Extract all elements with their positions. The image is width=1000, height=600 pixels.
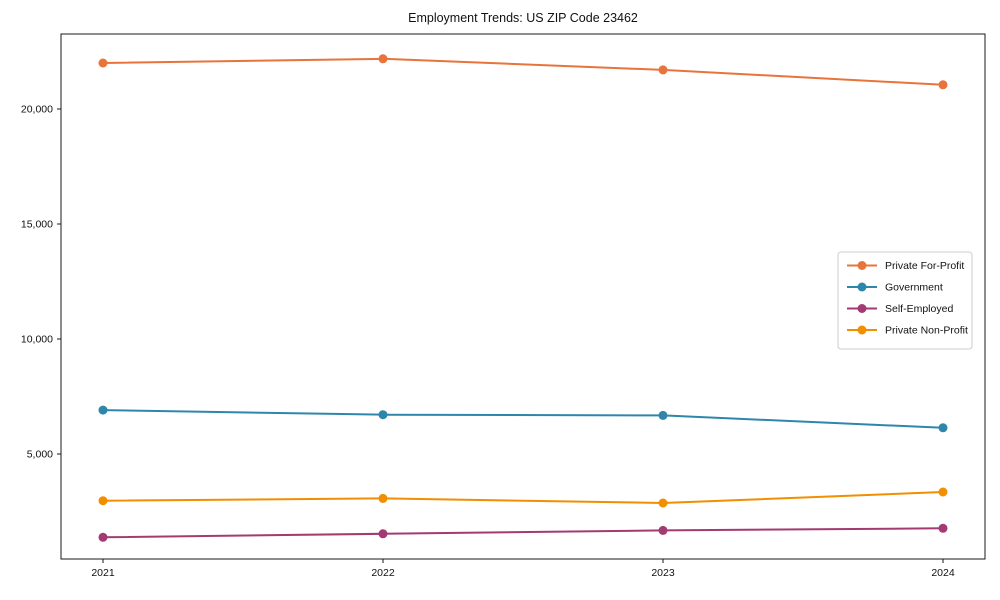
data-point-government [938, 423, 948, 433]
data-point-self-employed [98, 532, 108, 542]
data-point-private-non-profit [938, 487, 948, 497]
series-line-private-non-profit [102, 491, 944, 505]
data-point-private-non-profit [98, 496, 108, 506]
x-axis-tick-label: 2021 [91, 567, 115, 579]
x-axis-tick-label: 2023 [651, 567, 675, 579]
legend-label-self-employed: Self-Employed [885, 303, 953, 315]
legend-box [837, 251, 973, 350]
legend-marker-government [857, 282, 867, 292]
legend-label-government: Government [885, 282, 943, 294]
legend-label-private-non-profit: Private Non-Profit [885, 325, 968, 337]
series-line-government [102, 409, 944, 429]
y-axis-tick-label: 10,000 [21, 333, 53, 345]
y-axis-tick-label: 5,000 [27, 449, 53, 461]
legend-marker-private-non-profit [857, 325, 867, 335]
data-point-private-for-profit [378, 54, 388, 64]
data-point-self-employed [938, 523, 948, 533]
data-point-private-non-profit [378, 493, 388, 503]
series-line-self-employed [102, 527, 944, 539]
data-point-self-employed [378, 529, 388, 539]
chart-title: Employment Trends: US ZIP Code 23462 [408, 11, 638, 25]
x-axis-tick-label: 2024 [931, 567, 955, 579]
data-point-government [658, 410, 668, 420]
data-point-private-for-profit [98, 58, 108, 68]
plot-frame [60, 33, 986, 560]
data-point-private-for-profit [938, 80, 948, 90]
legend-label-private-for-profit: Private For-Profit [885, 260, 964, 272]
x-axis-tick-label: 2022 [371, 567, 395, 579]
legend: Private For-Profit Government Self-Employe… [837, 251, 973, 350]
y-axis-tick-label: 15,000 [21, 218, 53, 230]
y-axis-tick-label: 20,000 [21, 103, 53, 115]
legend-marker-private-for-profit [857, 261, 867, 270]
data-point-self-employed [658, 525, 668, 535]
data-point-government [98, 405, 108, 415]
legend-marker-self-employed [857, 304, 867, 313]
data-point-private-non-profit [658, 498, 668, 508]
data-point-government [378, 410, 388, 420]
series-line-private-for-profit [102, 57, 944, 86]
data-point-private-for-profit [658, 65, 668, 75]
